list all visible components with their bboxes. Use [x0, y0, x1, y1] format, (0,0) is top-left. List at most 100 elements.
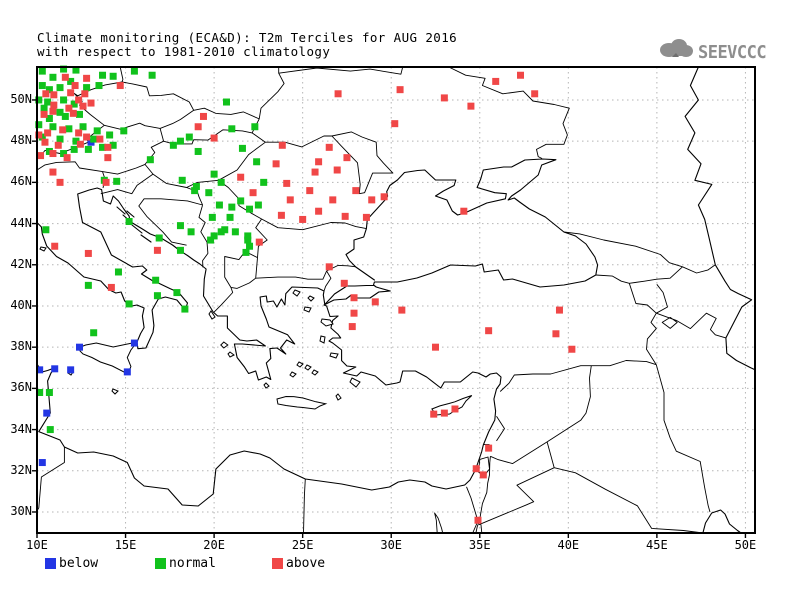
station-point-above [107, 283, 115, 291]
station-point-normal [95, 82, 103, 90]
island-ionian-2 [227, 351, 235, 358]
station-point-above [49, 168, 57, 176]
station-point-above [485, 327, 493, 335]
station-point-below [36, 366, 44, 374]
lon-tick-label: 20E [203, 538, 225, 552]
legend-label-normal: normal [169, 556, 216, 571]
station-point-above [249, 189, 257, 197]
station-point-normal [56, 108, 64, 116]
station-point-above [40, 110, 48, 118]
station-point-normal [153, 292, 161, 300]
station-point-above [277, 211, 285, 219]
station-point-normal [60, 96, 68, 104]
station-point-normal [242, 248, 250, 256]
station-point-above [474, 516, 482, 524]
station-point-below [67, 366, 75, 374]
station-point-normal [260, 178, 268, 186]
station-point-above [49, 150, 57, 158]
station-point-normal [45, 388, 53, 396]
lon-tick-label: 50E [734, 538, 757, 552]
station-point-above [311, 168, 319, 176]
station-point-above [59, 126, 67, 134]
station-point-above [51, 242, 59, 250]
station-point-normal [210, 170, 218, 178]
station-point-normal [176, 222, 184, 230]
station-point-normal [56, 135, 64, 143]
legend-swatch-above [272, 558, 283, 569]
station-point-above [391, 120, 399, 128]
station-point-above [104, 154, 112, 162]
map-frame [36, 66, 756, 534]
station-point-above [237, 173, 245, 181]
station-point-normal [148, 71, 156, 79]
station-point-normal [46, 426, 54, 434]
station-point-above [56, 178, 64, 186]
station-point-normal [90, 329, 98, 337]
station-point-above [104, 143, 112, 151]
station-point-below [123, 368, 131, 376]
lat-tick-label: 46N [10, 174, 32, 189]
station-point-above [75, 129, 83, 137]
chart-title-line1: Climate monitoring (ECA&D): T2m Terciles… [37, 30, 458, 45]
station-point-above [272, 160, 280, 168]
station-point-normal [93, 127, 101, 135]
station-point-normal [125, 218, 133, 226]
axis-ticks [32, 99, 747, 538]
station-point-above [87, 99, 95, 107]
station-point-above [343, 154, 351, 162]
legend: below normal above [0, 556, 800, 576]
station-point-above [552, 330, 560, 338]
station-point-normal [169, 141, 177, 149]
coastlines [36, 66, 756, 534]
coastline-south-mediterranean [36, 158, 599, 507]
coastline-caspian [684, 66, 756, 371]
station-point-normal [106, 131, 114, 139]
station-point-normal [223, 98, 231, 106]
station-point-normal [45, 115, 53, 123]
station-point-above [44, 129, 52, 137]
station-point-normal [70, 100, 78, 108]
station-point-normal [99, 71, 107, 79]
station-point-normal [244, 232, 252, 240]
station-point-above [517, 71, 525, 79]
station-point-above [278, 141, 286, 149]
station-point-above [41, 138, 49, 146]
station-point-above [334, 90, 342, 98]
station-point-normal [65, 125, 73, 133]
lon-tick-label: 45E [646, 538, 668, 552]
station-point-normal [246, 205, 254, 213]
lat-tick-label: 50N [10, 91, 32, 106]
station-point-above [37, 152, 45, 160]
lon-tick-label: 10E [26, 538, 48, 552]
station-point-above [396, 86, 404, 94]
station-point-normal [226, 213, 234, 221]
station-point-above [75, 96, 83, 104]
station-point-above [61, 73, 69, 81]
station-point-above [467, 102, 475, 110]
legend-label-below: below [59, 556, 99, 571]
station-point-normal [237, 197, 245, 205]
station-point-normal [84, 281, 92, 289]
station-point-above [71, 82, 79, 90]
station-point-above [362, 213, 370, 221]
station-point-above [325, 143, 333, 151]
lat-tick-label: 48N [10, 133, 32, 148]
island-kythira [263, 382, 270, 389]
legend-label-above: above [286, 556, 326, 571]
station-point-normal [45, 86, 53, 94]
station-point-above [83, 133, 91, 141]
station-point-normal [109, 72, 117, 80]
station-point-above [116, 82, 124, 90]
station-point-above [306, 187, 314, 195]
station-point-normal [221, 226, 229, 234]
island-sicily [79, 341, 139, 375]
station-point-above [325, 263, 333, 271]
station-point-normal [176, 246, 184, 254]
station-point-above [431, 343, 439, 351]
station-point-normal [254, 201, 262, 209]
station-point-normal [191, 187, 199, 195]
station-point-normal [228, 125, 236, 133]
station-point-above [451, 405, 459, 413]
island-samothraki [307, 295, 315, 302]
lat-tick-label: 32N [10, 462, 32, 477]
